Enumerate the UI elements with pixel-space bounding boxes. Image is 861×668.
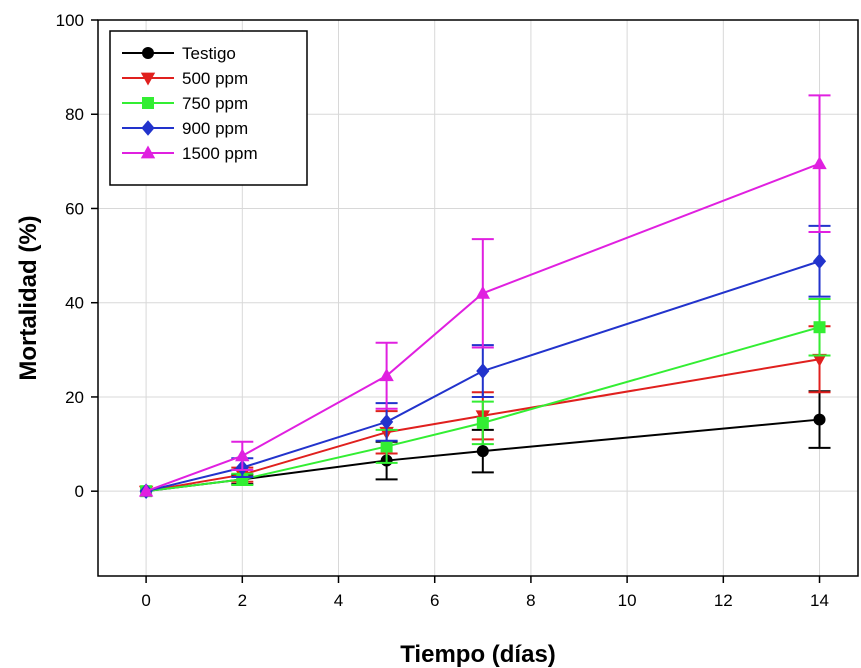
data-point — [812, 253, 827, 270]
legend-label: 1500 ppm — [182, 144, 258, 163]
x-tick-label: 8 — [526, 591, 535, 610]
legend-marker — [142, 47, 154, 59]
data-point — [476, 445, 489, 458]
series-750-ppm — [140, 297, 831, 498]
data-point — [476, 416, 489, 429]
x-tick-label: 4 — [334, 591, 343, 610]
x-tick-label: 0 — [141, 591, 150, 610]
data-point — [813, 413, 826, 426]
legend-label: Testigo — [182, 44, 236, 63]
legend-entry: 900 ppm — [122, 119, 248, 138]
data-point — [235, 448, 250, 462]
data-point — [812, 353, 827, 367]
legend-label: 500 ppm — [182, 69, 248, 88]
legend-entry: 1500 ppm — [122, 144, 258, 163]
legend-label: 750 ppm — [182, 94, 248, 113]
x-tick-label: 14 — [810, 591, 829, 610]
y-tick-label: 40 — [65, 294, 84, 313]
data-point — [379, 368, 394, 382]
plot-area — [97, 19, 859, 577]
series-1500-ppm — [138, 94, 831, 497]
x-tick-label: 10 — [618, 591, 637, 610]
y-tick-label: 100 — [56, 11, 84, 30]
legend: Testigo 500 ppm 750 ppm 900 ppm 1500 ppm — [109, 30, 308, 186]
x-axis-title: Tiempo (días) — [400, 641, 556, 668]
data-point — [475, 285, 491, 299]
legend-entry: 500 ppm — [122, 69, 248, 88]
y-tick-label: 0 — [75, 482, 84, 501]
legend-marker — [141, 120, 155, 136]
y-tick-label: 80 — [65, 105, 84, 124]
data-point — [476, 363, 490, 379]
y-tick-label: 60 — [65, 199, 84, 218]
legend-marker — [140, 72, 156, 86]
legend-entry: 750 ppm — [122, 94, 248, 113]
x-tick-label: 2 — [238, 591, 247, 610]
data-point — [812, 156, 827, 170]
data-point — [813, 321, 826, 334]
data-point — [380, 440, 393, 453]
legend-marker — [140, 145, 156, 159]
y-tick-label: 20 — [65, 388, 84, 407]
y-axis-title: Mortalidad (%) — [15, 215, 42, 380]
axis-ticks: 0 2 4 6 8 10 12 14 0 20 40 60 80 100 — [56, 11, 829, 610]
legend-label: 900 ppm — [182, 119, 248, 138]
series-layer — [138, 94, 831, 499]
x-tick-label: 12 — [714, 591, 733, 610]
data-point — [380, 414, 394, 430]
data-point — [138, 483, 154, 497]
legend-entry: Testigo — [122, 44, 236, 63]
x-tick-label: 6 — [430, 591, 439, 610]
legend-marker — [142, 97, 154, 109]
